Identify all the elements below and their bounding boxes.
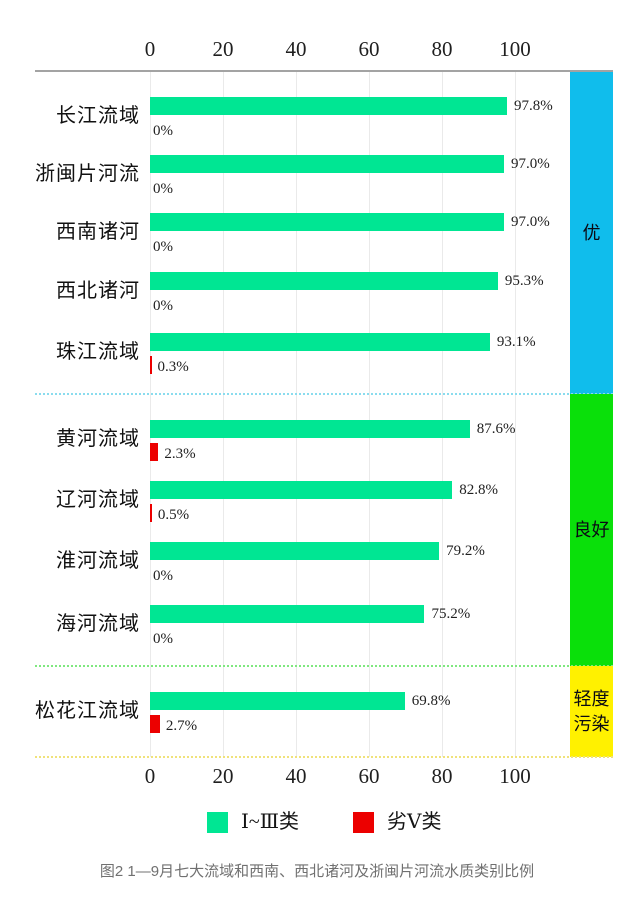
basin-label: 松花江流域 bbox=[35, 700, 140, 722]
good-value-label: 97.8% bbox=[513, 98, 553, 114]
good-bar bbox=[150, 97, 507, 115]
bad-bar bbox=[150, 356, 152, 374]
bad-value-label: 0.3% bbox=[157, 359, 189, 375]
x-tick-label-bottom: 20 bbox=[212, 764, 234, 788]
x-tick-label-top: 100 bbox=[499, 37, 531, 61]
gridline bbox=[369, 72, 370, 757]
basin-label: 长江流域 bbox=[56, 105, 140, 127]
good-value-label: 79.2% bbox=[446, 543, 485, 559]
bad-value-label: 2.3% bbox=[164, 446, 196, 462]
section-separator bbox=[35, 665, 613, 667]
good-bar bbox=[150, 692, 405, 710]
basin-label: 海河流域 bbox=[56, 613, 140, 635]
x-tick-label-top: 80 bbox=[431, 37, 453, 61]
x-tick-label-bottom: 0 bbox=[144, 764, 156, 788]
basin-label: 西北诸河 bbox=[56, 280, 140, 302]
bad-value-label: 0% bbox=[153, 298, 173, 314]
x-tick-label-bottom: 80 bbox=[431, 764, 453, 788]
good-bar bbox=[150, 213, 505, 231]
good-bar bbox=[150, 481, 453, 499]
basin-label: 黄河流域 bbox=[56, 428, 140, 450]
bad-value-label: 0% bbox=[153, 123, 173, 139]
x-tick-label-top: 60 bbox=[358, 37, 380, 61]
bad-bar bbox=[150, 504, 152, 522]
good-value-label: 82.8% bbox=[459, 482, 498, 498]
good-value-label: 95.3% bbox=[504, 273, 544, 289]
bad-value-label: 0% bbox=[153, 239, 173, 255]
section-label: 轻度污染 bbox=[573, 688, 610, 734]
good-bar bbox=[150, 333, 490, 351]
good-value-label: 97.0% bbox=[511, 156, 550, 172]
section-band bbox=[570, 72, 613, 394]
x-tick-label-top: 20 bbox=[212, 37, 234, 61]
good-bar bbox=[150, 542, 440, 560]
bad-value-label: 0.5% bbox=[157, 507, 190, 523]
x-tick-label-top: 40 bbox=[285, 37, 307, 61]
bad-value-label: 2.7% bbox=[165, 718, 198, 734]
basin-label: 辽河流域 bbox=[56, 489, 140, 511]
good-value-label: 69.8% bbox=[411, 693, 451, 709]
top-axis-line bbox=[35, 70, 613, 72]
legend-swatch-inferior5 bbox=[353, 812, 374, 833]
x-tick-label-bottom: 100 bbox=[499, 764, 531, 788]
legend-label-inferior5: 劣Ⅴ类 bbox=[387, 811, 442, 833]
basin-label: 西南诸河 bbox=[56, 221, 140, 243]
good-value-label: 75.2% bbox=[431, 606, 471, 622]
bad-bar bbox=[150, 715, 160, 733]
section-separator bbox=[35, 756, 613, 758]
basin-label: 淮河流域 bbox=[56, 550, 140, 572]
gridline bbox=[296, 72, 297, 757]
section-band bbox=[570, 666, 613, 757]
gridline bbox=[515, 72, 516, 757]
legend-label-class1-3: Ⅰ~Ⅲ类 bbox=[241, 811, 300, 833]
section-label: 优 bbox=[582, 222, 601, 243]
gridline bbox=[442, 72, 443, 757]
good-bar bbox=[150, 605, 425, 623]
gridline bbox=[150, 72, 151, 757]
basin-label: 浙闽片河流 bbox=[35, 163, 140, 185]
gridline bbox=[223, 72, 224, 757]
good-bar bbox=[150, 272, 498, 290]
bad-value-label: 0% bbox=[153, 568, 173, 584]
section-label: 良好 bbox=[573, 519, 610, 540]
good-value-label: 93.1% bbox=[496, 334, 536, 350]
bad-bar bbox=[150, 443, 159, 461]
section-band bbox=[570, 394, 613, 666]
figure-caption: 图2 1—9月七大流域和西南、西北诸河及浙闽片河流水质类别比例 bbox=[99, 863, 535, 880]
legend-swatch-class1-3 bbox=[207, 812, 228, 833]
good-bar bbox=[150, 155, 505, 173]
basin-label: 珠江流域 bbox=[56, 341, 140, 363]
bad-value-label: 0% bbox=[153, 181, 173, 197]
x-tick-label-top: 0 bbox=[144, 37, 156, 61]
good-value-label: 97.0% bbox=[511, 214, 550, 230]
section-separator bbox=[35, 393, 613, 395]
x-tick-label-bottom: 60 bbox=[358, 764, 380, 788]
good-value-label: 87.6% bbox=[476, 421, 516, 437]
bad-value-label: 0% bbox=[153, 631, 173, 647]
x-tick-label-bottom: 40 bbox=[285, 764, 307, 788]
good-bar bbox=[150, 420, 470, 438]
